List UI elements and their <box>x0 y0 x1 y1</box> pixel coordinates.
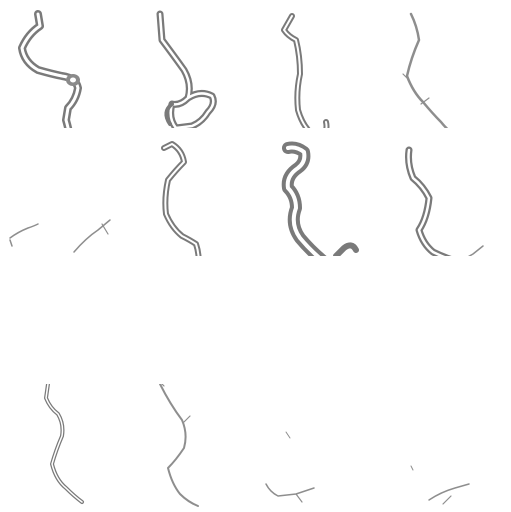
panel-r3-c4 <box>383 256 511 384</box>
crack-shape <box>281 141 359 256</box>
crack-fragments <box>9 219 111 253</box>
crack-shape <box>405 146 484 256</box>
panel-r1-c1 <box>0 0 128 128</box>
panel-r2-c4 <box>383 128 511 256</box>
panel-r4-c2 <box>128 384 256 512</box>
crack-shape <box>44 384 84 504</box>
panel-r1-c2 <box>128 0 256 128</box>
panel-r4-c3 <box>256 384 384 512</box>
crack-shape <box>156 10 217 128</box>
crack-shape <box>158 384 199 507</box>
crack-shape <box>18 10 82 128</box>
crack-fragments <box>410 465 470 505</box>
crack-shape <box>160 141 202 256</box>
panel-r3-c3 <box>256 256 384 384</box>
crack-shape <box>280 13 329 128</box>
panel-r1-c4 <box>383 0 511 128</box>
panel-r1-c3 <box>256 0 384 128</box>
crack-shape <box>402 12 449 128</box>
panel-r2-c3 <box>256 128 384 256</box>
panel-r4-c1 <box>0 384 128 512</box>
panel-r2-c2 <box>128 128 256 256</box>
crack-fragments <box>264 431 315 503</box>
panel-r3-c2 <box>128 256 256 384</box>
panel-r3-c1 <box>0 256 128 384</box>
panel-r2-c1 <box>0 128 128 256</box>
panel-r4-c4 <box>383 384 511 512</box>
